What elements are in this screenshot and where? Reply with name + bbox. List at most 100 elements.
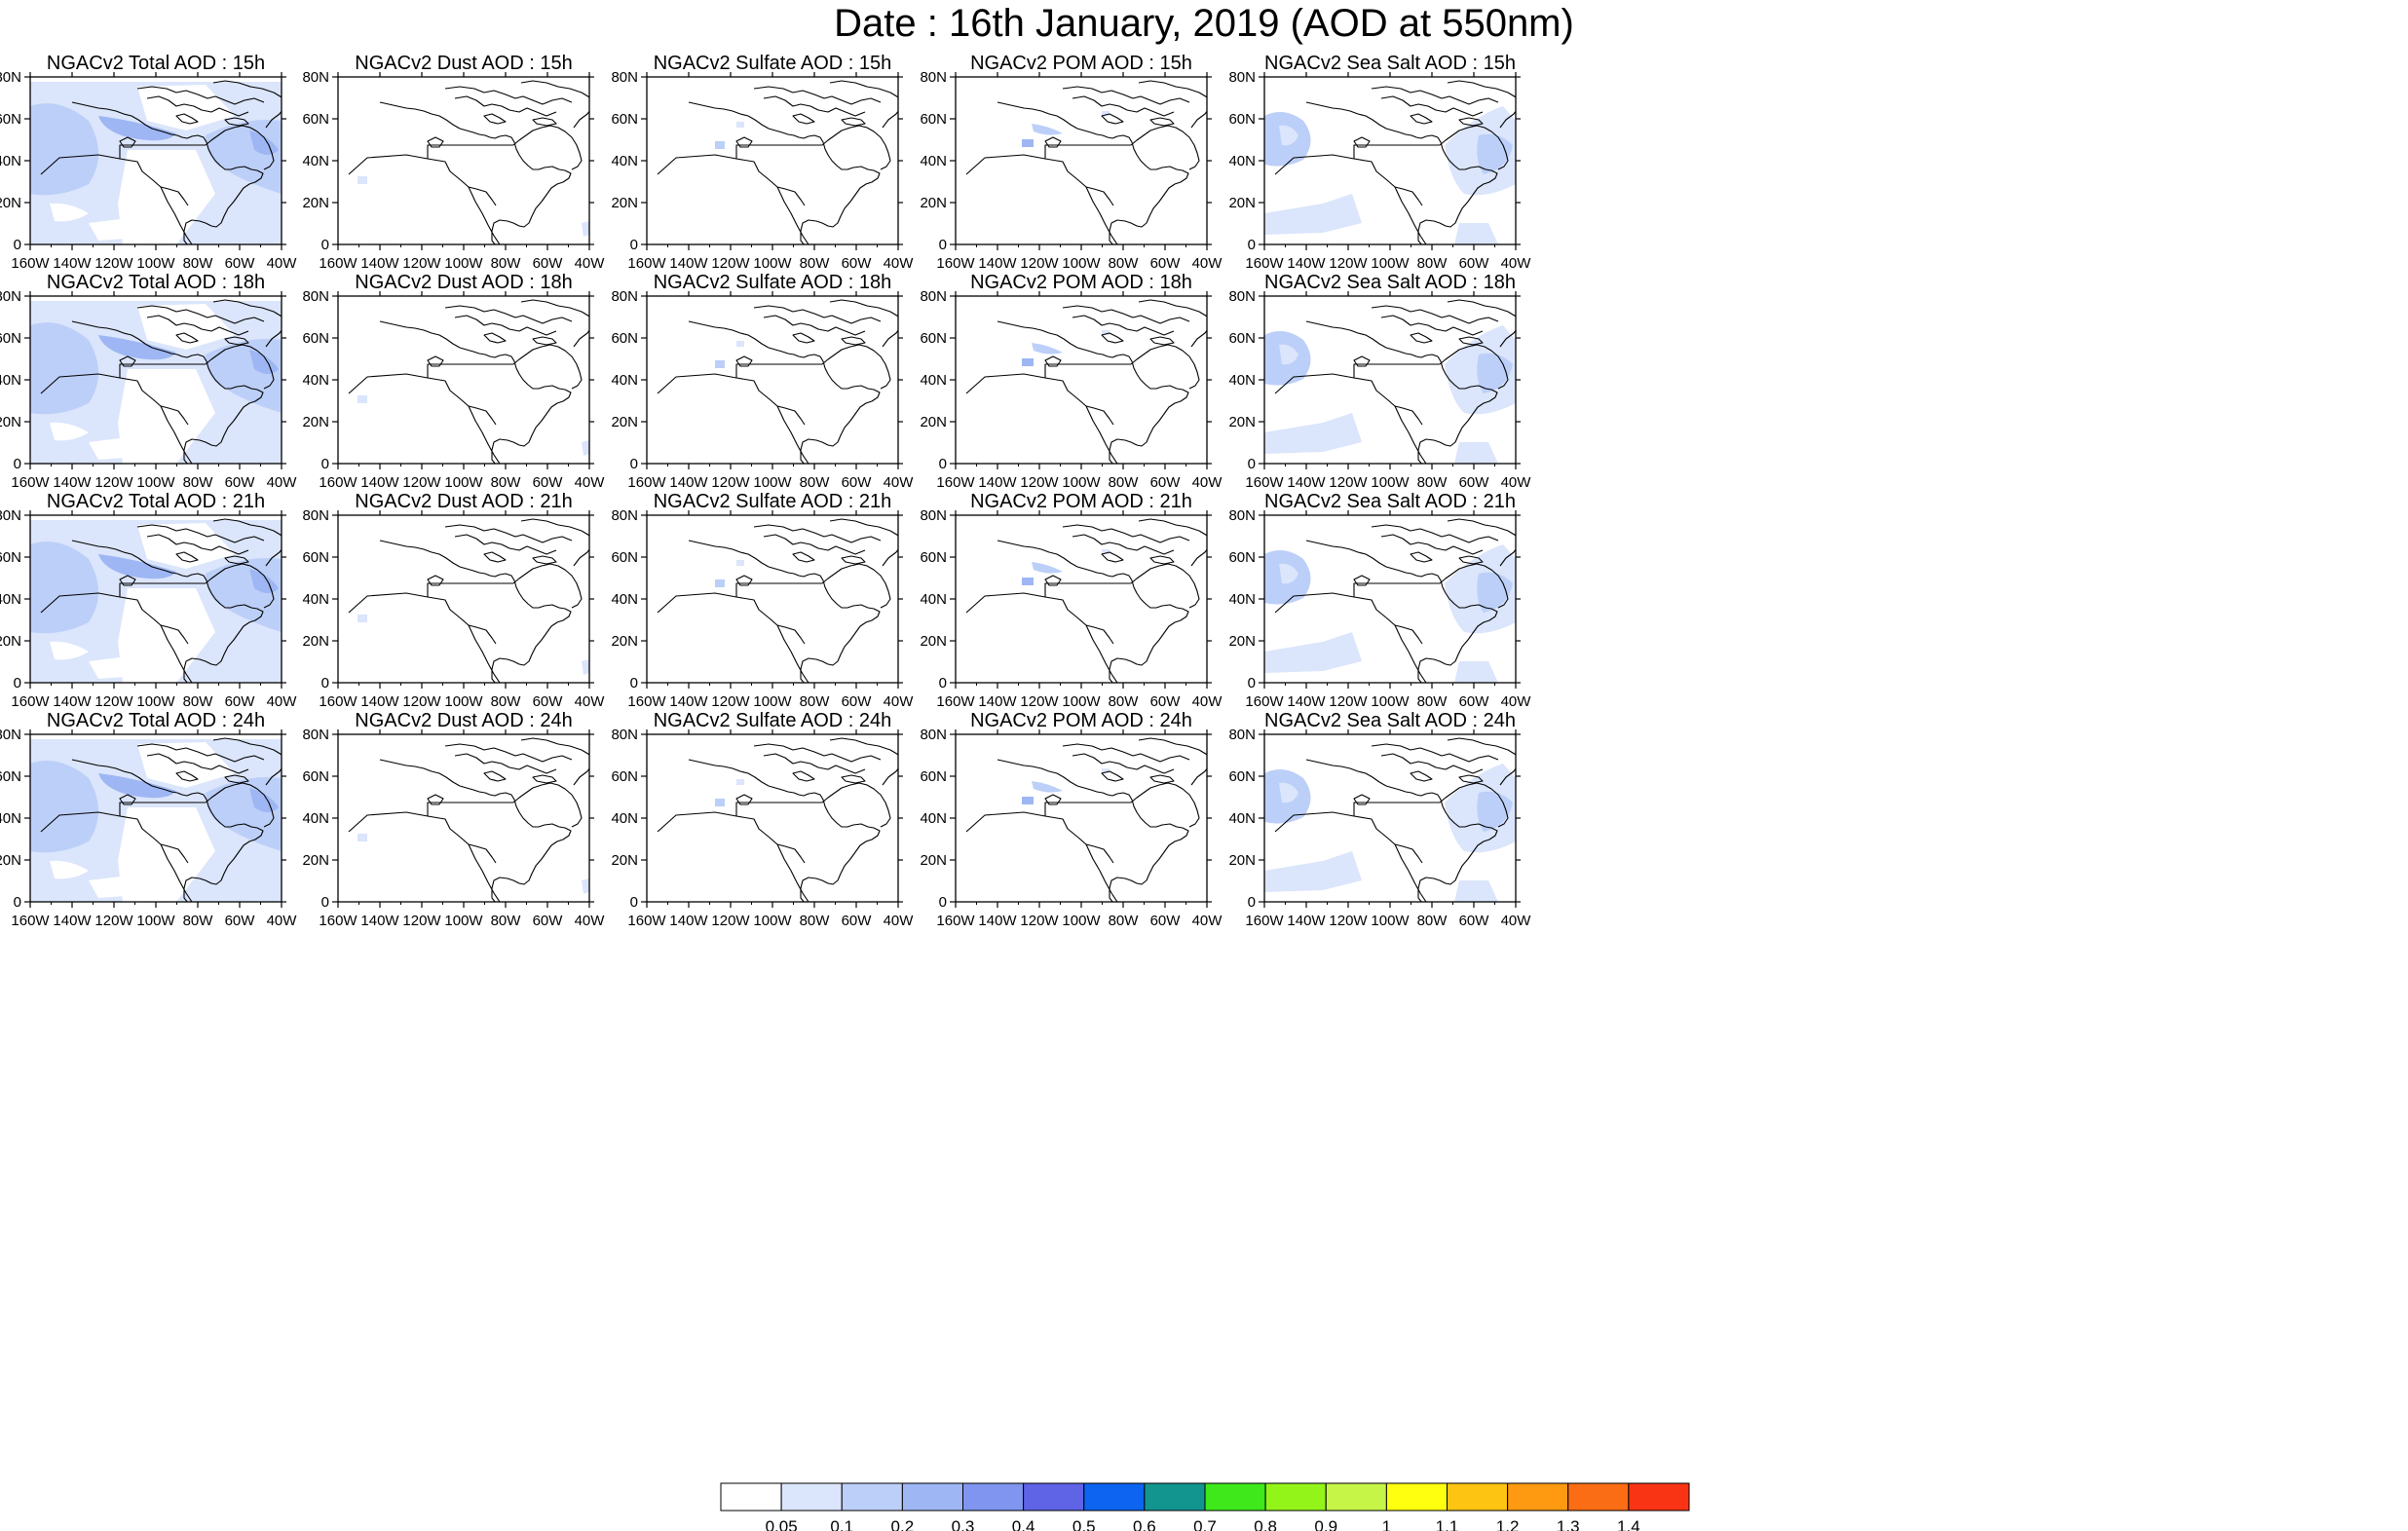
aod-shading <box>357 176 589 237</box>
y-tick-label: 80N <box>611 69 638 86</box>
y-tick-label: 20N <box>302 195 329 211</box>
y-tick-label: 0 <box>14 237 21 253</box>
map-panel-r2-c4: NGACv2 POM AOD : 18h 160W 140W 120W 100W 80W 6… <box>920 272 1223 491</box>
x-tick-label: 40W <box>1192 913 1223 929</box>
aod-shading <box>1264 764 1516 902</box>
panel-title: NGACv2 Dust AOD : 18h <box>355 272 572 293</box>
aod-shading <box>715 122 744 149</box>
x-tick-label: 80W <box>1109 255 1140 272</box>
colorbar-box <box>962 1482 1025 1512</box>
x-tick-label: 80W <box>491 913 522 929</box>
x-tick-label: 160W <box>1245 474 1284 491</box>
x-tick-label: 160W <box>319 693 357 710</box>
x-tick-label: 40W <box>267 693 298 710</box>
y-tick-label: 40N <box>611 372 638 389</box>
colorbar-label: 0.3 <box>952 1517 975 1531</box>
x-tick-label: 120W <box>1329 693 1368 710</box>
panel-title: NGACv2 Total AOD : 18h <box>47 272 265 293</box>
colorbar-box <box>1144 1482 1206 1512</box>
panel-title: NGACv2 Dust AOD : 24h <box>355 710 572 731</box>
y-tick-label: 20N <box>302 414 329 430</box>
x-tick-label: 80W <box>1417 255 1449 272</box>
colorbar-box <box>841 1482 903 1512</box>
x-tick-label: 160W <box>936 913 975 929</box>
x-tick-label: 80W <box>491 255 522 272</box>
y-tick-label: 60N <box>920 549 947 566</box>
map-panel-r4-c4: NGACv2 POM AOD : 24h 160W 140W 120W 100W 80W 6… <box>920 710 1223 929</box>
colorbar-box <box>1083 1482 1146 1512</box>
aod-shading <box>30 82 282 244</box>
x-tick-label: 40W <box>1501 913 1532 929</box>
map-area <box>338 515 589 683</box>
x-tick-label: 40W <box>884 474 915 491</box>
panel-title: NGACv2 Sulfate AOD : 24h <box>654 710 892 731</box>
x-tick-label: 60W <box>1459 693 1490 710</box>
y-tick-label: 80N <box>1228 507 1256 524</box>
map-area <box>956 734 1207 902</box>
panel-title: NGACv2 POM AOD : 15h <box>970 53 1192 74</box>
y-tick-label: 60N <box>1228 549 1256 566</box>
y-tick-label: 20N <box>1228 414 1256 430</box>
colorbar-label: 0.2 <box>891 1517 915 1531</box>
x-tick-label: 120W <box>402 255 441 272</box>
x-tick-label: 120W <box>94 474 133 491</box>
y-tick-label: 40N <box>302 810 329 827</box>
y-tick-label: 0 <box>321 456 329 472</box>
panel-title: NGACv2 POM AOD : 24h <box>970 710 1192 731</box>
x-tick-label: 140W <box>669 255 708 272</box>
y-tick-label: 80N <box>302 288 329 305</box>
aod-shading <box>715 779 744 806</box>
colorbar-box <box>1567 1482 1630 1512</box>
colorbar-label: 1 <box>1382 1517 1391 1531</box>
x-tick-label: 40W <box>1501 693 1532 710</box>
y-tick-label: 0 <box>1248 675 1256 691</box>
aod-shading <box>1022 330 1110 366</box>
y-tick-label: 80N <box>920 69 947 86</box>
x-tick-label: 140W <box>978 255 1017 272</box>
y-tick-label: 20N <box>302 852 329 869</box>
x-tick-label: 40W <box>267 474 298 491</box>
x-tick-label: 160W <box>11 913 50 929</box>
map-area <box>1264 296 1516 464</box>
x-tick-label: 40W <box>1501 474 1532 491</box>
panel-title: NGACv2 Dust AOD : 15h <box>355 53 572 74</box>
y-tick-label: 20N <box>1228 852 1256 869</box>
x-tick-label: 140W <box>53 474 92 491</box>
x-tick-label: 100W <box>1371 693 1410 710</box>
panel-title: NGACv2 Sea Salt AOD : 18h <box>1264 272 1516 293</box>
y-tick-label: 40N <box>920 810 947 827</box>
y-tick-label: 60N <box>302 330 329 347</box>
y-tick-label: 80N <box>920 288 947 305</box>
y-tick-label: 40N <box>611 153 638 169</box>
map-area <box>1264 515 1516 683</box>
x-tick-label: 80W <box>183 474 214 491</box>
x-tick-label: 140W <box>1287 913 1326 929</box>
y-tick-label: 0 <box>321 894 329 911</box>
y-tick-label: 0 <box>630 456 638 472</box>
x-tick-label: 120W <box>1020 913 1059 929</box>
x-tick-label: 160W <box>627 474 666 491</box>
x-tick-label: 160W <box>936 255 975 272</box>
x-tick-label: 80W <box>183 693 214 710</box>
x-tick-label: 100W <box>1062 255 1101 272</box>
x-tick-label: 160W <box>627 913 666 929</box>
y-tick-label: 40N <box>1228 591 1256 608</box>
x-tick-label: 100W <box>1371 913 1410 929</box>
map-panel-r1-c5: NGACv2 Sea Salt AOD : 15h 160W 140W 120W 100… <box>1228 53 1532 272</box>
y-tick-label: 80N <box>1228 288 1256 305</box>
y-tick-label: 20N <box>611 633 638 650</box>
y-tick-label: 60N <box>611 768 638 785</box>
x-tick-label: 80W <box>491 693 522 710</box>
colorbar-box <box>1628 1482 1690 1512</box>
x-tick-label: 80W <box>183 913 214 929</box>
x-tick-label: 60W <box>842 693 873 710</box>
map-area <box>647 734 898 902</box>
x-tick-label: 60W <box>1150 255 1182 272</box>
y-tick-label: 20N <box>1228 195 1256 211</box>
panel-title: NGACv2 Sea Salt AOD : 21h <box>1264 491 1516 512</box>
x-tick-label: 100W <box>444 913 483 929</box>
x-tick-label: 40W <box>1501 255 1532 272</box>
x-tick-label: 160W <box>319 474 357 491</box>
x-tick-label: 120W <box>711 693 750 710</box>
